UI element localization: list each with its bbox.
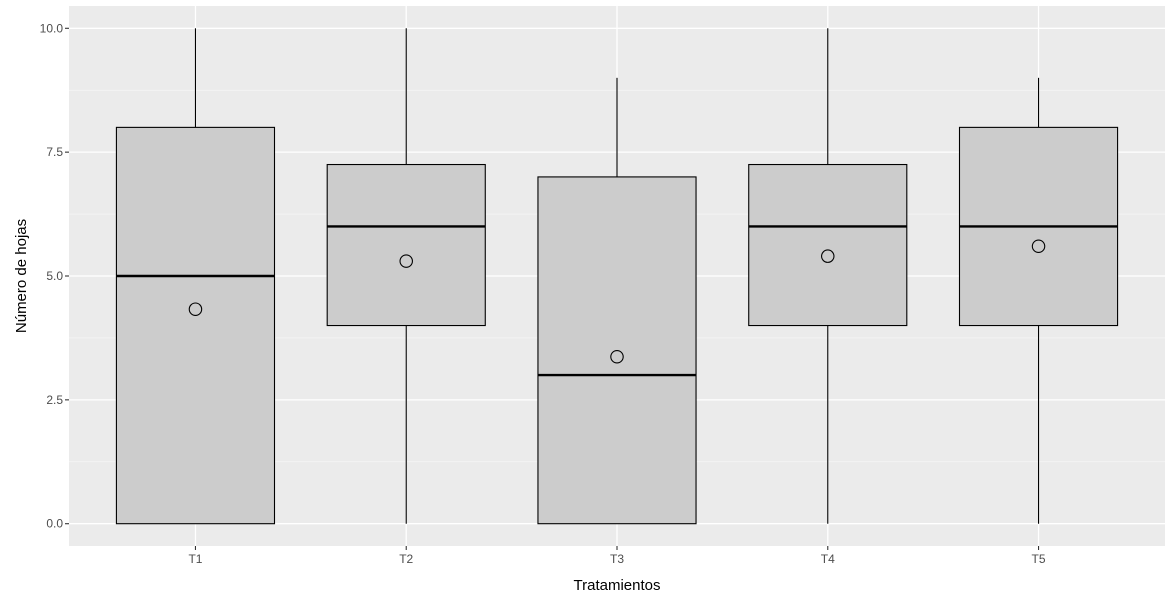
box-t5 xyxy=(958,77,1119,524)
y-tick-label: 2.5 xyxy=(46,393,63,407)
box-t1 xyxy=(115,28,276,525)
mean-marker xyxy=(821,249,835,263)
box-t4 xyxy=(748,28,908,524)
x-tick-label: T2 xyxy=(399,552,413,566)
x-tick-label: T3 xyxy=(610,552,624,566)
box-t2 xyxy=(326,28,486,524)
mean-marker xyxy=(188,302,203,316)
y-tick-label: 0.0 xyxy=(46,517,63,531)
y-axis: 0.0 2.5 5.0 7.5 10.0 xyxy=(40,21,69,531)
mean-marker xyxy=(399,254,413,268)
iqr-box xyxy=(326,163,486,327)
box-series xyxy=(115,28,1119,525)
x-axis: T1 T2 T3 T4 T5 xyxy=(188,546,1046,566)
x-tick-label: T1 xyxy=(188,552,202,566)
y-tick-label: 10.0 xyxy=(40,21,64,35)
box-t3 xyxy=(537,77,697,525)
y-tick-label: 7.5 xyxy=(46,145,63,159)
iqr-box xyxy=(115,126,276,525)
y-axis-title: Número de hojas xyxy=(13,219,30,333)
y-tick-label: 5.0 xyxy=(46,269,63,283)
iqr-box xyxy=(748,163,908,327)
mean-marker xyxy=(1031,239,1046,254)
x-tick-label: T4 xyxy=(821,552,835,566)
x-tick-label: T5 xyxy=(1032,552,1046,566)
x-axis-title: Tratamientos xyxy=(574,577,661,594)
mean-marker xyxy=(610,350,624,364)
